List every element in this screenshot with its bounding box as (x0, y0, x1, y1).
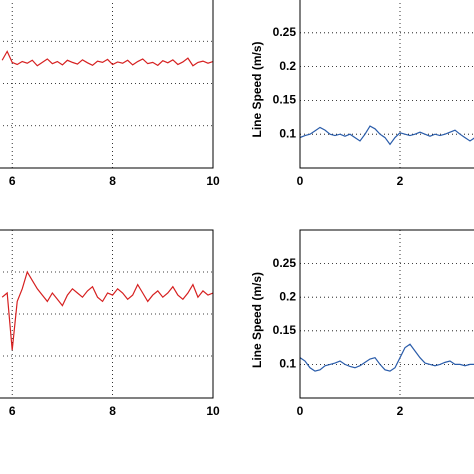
y-axis-label: Line Speed (m/s) (250, 41, 264, 137)
plot-frame (0, 229, 214, 399)
y-tick-label: 0.1 (279, 357, 296, 371)
x-tick-label: 2 (397, 404, 404, 418)
y-tick-label: 0.25 (273, 25, 297, 39)
x-tick-label: 0 (297, 174, 304, 188)
y-tick-label: 0.2 (279, 289, 296, 303)
x-tick-label: 6 (9, 174, 16, 188)
plot-frame (299, 0, 474, 169)
data-line (300, 343, 474, 372)
x-tick-label: 0 (297, 404, 304, 418)
data-line (300, 125, 474, 146)
panel (0, 230, 213, 398)
plot-frame (299, 229, 474, 399)
x-tick-label: 10 (206, 174, 220, 188)
data-line (1, 50, 213, 67)
y-tick-label: 0.1 (279, 126, 296, 140)
x-tick-label: 2 (397, 174, 404, 188)
x-tick-label: 8 (109, 174, 116, 188)
x-tick-label: 6 (9, 404, 16, 418)
data-line (1, 270, 213, 351)
panel (300, 0, 474, 168)
y-tick-label: 0.15 (273, 323, 297, 337)
x-tick-label: 8 (109, 404, 116, 418)
y-tick-label: 0.15 (273, 93, 297, 107)
y-tick-label: 0.25 (273, 256, 297, 270)
x-tick-label: 10 (206, 404, 220, 418)
y-tick-label: 0.2 (279, 59, 296, 73)
y-axis-label: Line Speed (m/s) (250, 272, 264, 368)
plot-frame (0, 0, 214, 169)
panel (0, 0, 213, 168)
panel (300, 230, 474, 398)
